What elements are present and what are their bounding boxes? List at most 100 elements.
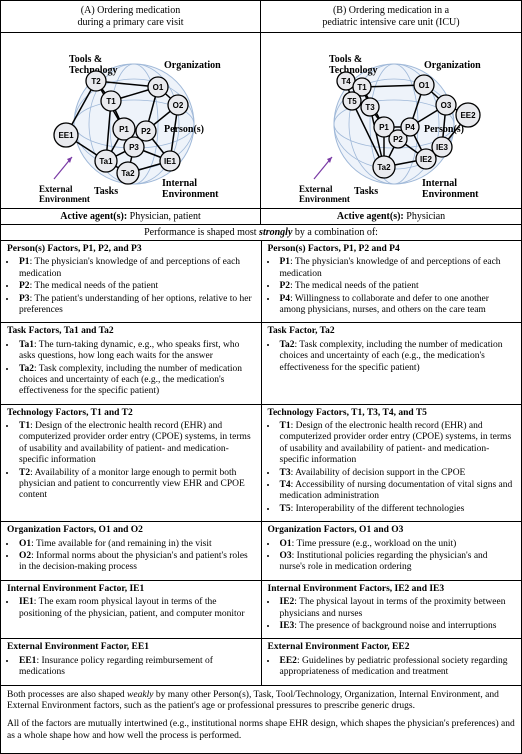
- factor-heading: External Environment Factor, EE1: [7, 642, 255, 653]
- factor-item-text: : The physician's knowledge of and perce…: [280, 257, 501, 278]
- factor-row: Organization Factors, O1 and O2O1: Time …: [1, 522, 521, 581]
- factor-item-list: O1: Time pressure (e.g., workload on the…: [278, 539, 516, 574]
- factor-row: Person(s) Factors, P1, P2, and P3P1: The…: [1, 241, 521, 323]
- factor-item: EE1: Insurance policy regarding reimburs…: [17, 656, 255, 679]
- diagram-a-cell: Tools &TechnologyOrganizationPerson(s)Ta…: [1, 33, 261, 208]
- title-a-line2: during a primary care visit: [77, 17, 183, 28]
- factor-heading: Organization Factors, O1 and O3: [268, 525, 516, 536]
- factor-item-code: IE2: [280, 597, 295, 607]
- factor-cell: Internal Environment Factors, IE2 and IE…: [261, 580, 521, 639]
- factor-item-text: : The physician's knowledge of and perce…: [19, 257, 240, 278]
- svg-text:Ta1: Ta1: [99, 157, 113, 166]
- factor-item-list: IE2: The physical layout in terms of the…: [278, 597, 516, 632]
- factor-item: O1: Time available for (and remaining in…: [17, 539, 255, 550]
- factor-item: Ta2: Task complexity, including the numb…: [17, 364, 255, 398]
- title-b-line2: pediatric intensive care unit (ICU): [322, 17, 459, 28]
- factor-item-list: P1: The physician's knowledge of and per…: [17, 257, 255, 316]
- factor-item-text: : The medical needs of the patient: [30, 281, 159, 291]
- factor-item: T3: Availability of decision support in …: [278, 468, 516, 479]
- factor-cell: Technology Factors, T1 and T2 T1: Design …: [1, 404, 261, 522]
- footnotes: Both processes are also shaped weakly by…: [1, 686, 521, 754]
- svg-text:O1: O1: [152, 83, 163, 92]
- factor-cell: Internal Environment Factor, IE1IE1: The…: [1, 580, 261, 639]
- factor-item: EE2: Guidelines by pediatric professiona…: [278, 656, 516, 679]
- factor-item-text: : The turn-taking dynamic, e.g., who spe…: [19, 340, 239, 361]
- svg-text:P2: P2: [141, 127, 151, 136]
- svg-text:EE1: EE1: [58, 131, 74, 140]
- factor-item-code: P1: [280, 257, 291, 267]
- factor-item-text: : Guidelines by pediatric professional s…: [280, 656, 508, 677]
- factor-item-list: T1: Design of the electronic health reco…: [17, 421, 255, 502]
- factor-item: P2: The medical needs of the patient: [278, 281, 516, 292]
- factor-item-list: T1: Design of the electronic health reco…: [278, 421, 516, 515]
- factor-item: O3: Institutional policies regarding the…: [278, 551, 516, 574]
- factor-item-list: Ta2: Task complexity, including the numb…: [278, 340, 516, 374]
- factor-cell: Person(s) Factors, P1, P2, and P3P1: The…: [1, 241, 261, 323]
- factor-item: IE1: The exam room physical layout in te…: [17, 597, 255, 620]
- perf-pre: Performance is shaped most: [144, 227, 259, 238]
- factor-heading: Technology Factors, T1 and T2: [7, 408, 255, 419]
- svg-text:P4: P4: [405, 123, 415, 132]
- svg-text:Environment: Environment: [39, 194, 90, 204]
- factor-item-text: : The exam room physical layout in terms…: [19, 597, 245, 618]
- footnote-2: All of the factors are mutually intertwi…: [7, 719, 515, 743]
- svg-text:T1: T1: [357, 83, 367, 92]
- svg-text:External: External: [299, 184, 333, 194]
- svg-text:Ta2: Ta2: [377, 163, 391, 172]
- factor-item-code: O2: [19, 551, 31, 561]
- factor-item: Ta2: Task complexity, including the numb…: [278, 340, 516, 374]
- svg-text:Tools &: Tools &: [329, 54, 362, 65]
- agents-a-value: Physician, patient: [127, 211, 201, 222]
- diagram-b: Tools &TechnologyOrganizationPerson(s)Ta…: [266, 39, 516, 204]
- diagrams-row: Tools &TechnologyOrganizationPerson(s)Ta…: [1, 33, 521, 209]
- diagram-b-cell: Tools &TechnologyOrganizationPerson(s)Ta…: [261, 33, 521, 208]
- title-b-line1: (B) Ordering medication in a: [333, 5, 449, 16]
- factor-item: T4: Accessibility of nursing documentati…: [278, 480, 516, 503]
- factor-item: T2: Availability of a monitor large enou…: [17, 468, 255, 502]
- factor-item-code: IE1: [19, 597, 34, 607]
- factor-item-text: : Availability of decision support in th…: [291, 468, 466, 478]
- factor-item: P4: Willingness to collaborate and defer…: [278, 294, 516, 317]
- factor-item-code: P2: [19, 281, 30, 291]
- factor-item-code: EE1: [19, 656, 36, 666]
- svg-text:Organization: Organization: [424, 60, 481, 71]
- svg-text:Tasks: Tasks: [354, 186, 378, 197]
- svg-text:IE3: IE3: [436, 143, 449, 152]
- factor-item-text: : Task complexity, including the number …: [280, 340, 503, 373]
- svg-text:IE1: IE1: [163, 157, 176, 166]
- svg-text:Technology: Technology: [329, 65, 378, 76]
- agents-b: Active agent(s): Physician: [261, 209, 521, 224]
- factor-item-code: T1: [19, 421, 30, 431]
- factor-item-code: Ta2: [19, 364, 34, 374]
- factor-item: T5: Interoperability of the different te…: [278, 504, 516, 515]
- title-b: (B) Ordering medication in a pediatric i…: [261, 1, 521, 32]
- svg-text:Internal: Internal: [162, 178, 197, 189]
- factor-item: IE2: The physical layout in terms of the…: [278, 597, 516, 620]
- title-a-line1: (A) Ordering medication: [81, 5, 180, 16]
- factor-row: Internal Environment Factor, IE1IE1: The…: [1, 580, 521, 639]
- fn1-em: weakly: [127, 690, 153, 700]
- factor-item-code: P3: [19, 294, 30, 304]
- factor-item-list: Ta1: The turn-taking dynamic, e.g., who …: [17, 340, 255, 398]
- factor-item: P1: The physician's knowledge of and per…: [17, 257, 255, 280]
- svg-text:External: External: [39, 184, 73, 194]
- svg-text:Ta2: Ta2: [121, 169, 135, 178]
- agents-b-value: Physician: [404, 211, 445, 222]
- factor-cell: Task Factor, Ta2Ta2: Task complexity, in…: [261, 323, 521, 404]
- factor-item-list: IE1: The exam room physical layout in te…: [17, 597, 255, 620]
- factor-item-text: : Time available for (and remaining in) …: [31, 539, 211, 549]
- perf-post: by a combination of:: [292, 227, 378, 238]
- factor-item-code: T4: [280, 480, 291, 490]
- agents-a: Active agent(s): Physician, patient: [1, 209, 261, 224]
- factor-item-code: EE2: [280, 656, 297, 666]
- svg-text:P2: P2: [393, 135, 403, 144]
- svg-text:O3: O3: [441, 101, 452, 110]
- factor-item: IE3: The presence of background noise an…: [278, 621, 516, 632]
- factor-item: O2: Informal norms about the physician's…: [17, 551, 255, 574]
- factor-cell: Organization Factors, O1 and O2O1: Time …: [1, 522, 261, 581]
- factor-item-text: : Time pressure (e.g., workload on the u…: [292, 539, 457, 549]
- factor-item: T1: Design of the electronic health reco…: [278, 421, 516, 467]
- factor-item: P2: The medical needs of the patient: [17, 281, 255, 292]
- svg-text:T2: T2: [91, 77, 101, 86]
- factor-item-code: P4: [280, 294, 291, 304]
